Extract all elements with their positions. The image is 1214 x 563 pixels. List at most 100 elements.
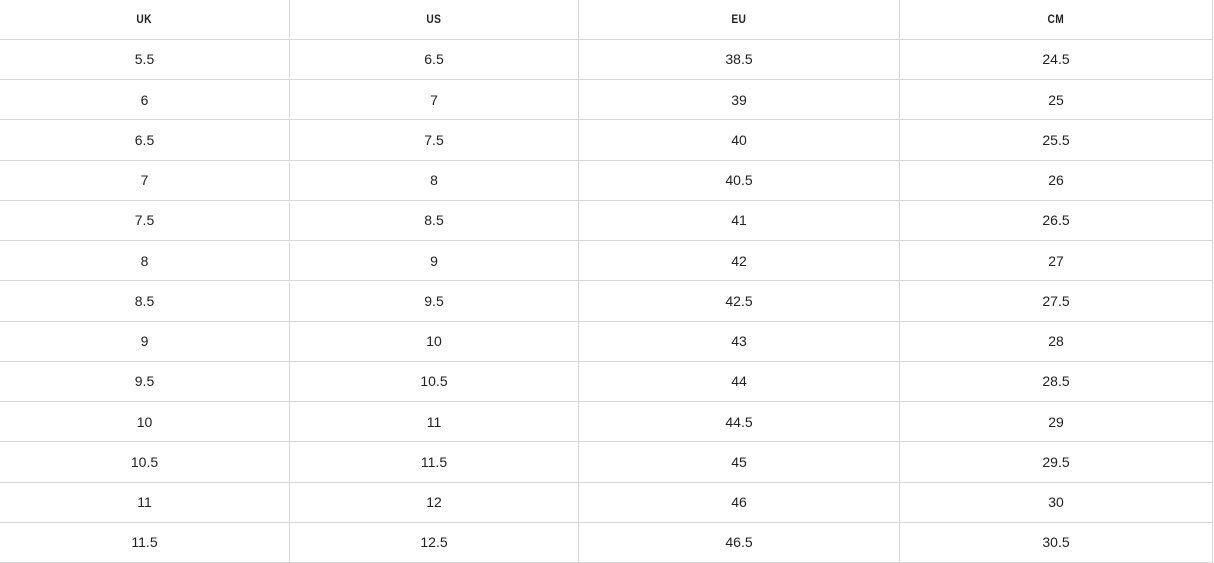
table-cell: 38.5 <box>579 39 900 80</box>
table-cell: 44 <box>579 361 900 402</box>
table-cell: 6.5 <box>290 39 579 80</box>
table-cell-text: 38.5 <box>725 51 753 68</box>
table-cell: 11.5 <box>0 522 290 563</box>
table-cell: 44.5 <box>579 402 900 443</box>
table-cell-text: 40.5 <box>725 172 753 189</box>
table-cell: 5.5 <box>0 39 290 80</box>
table-cell-text: 44.5 <box>725 413 753 430</box>
table-cell: 27.5 <box>900 281 1213 322</box>
table-cell-text: 28.5 <box>1042 373 1070 390</box>
table-cell-text: 41 <box>731 212 747 229</box>
table-cell-text: 44 <box>731 373 747 390</box>
table-cell: 9 <box>290 241 579 282</box>
table-cell-text: 5.5 <box>134 51 155 68</box>
table-cell: 7 <box>0 160 290 201</box>
table-cell: 41 <box>579 200 900 241</box>
table-cell: 11.5 <box>290 442 579 483</box>
table-cell: 8 <box>290 160 579 201</box>
table-cell-text: 46 <box>731 494 747 511</box>
table-cell: 42.5 <box>579 281 900 322</box>
table-cell-text: 26.5 <box>1042 212 1070 229</box>
table-cell: 27 <box>900 241 1213 282</box>
table-cell-text: 29 <box>1048 413 1064 430</box>
table-cell: 28 <box>900 321 1213 362</box>
header-cell-text: UK <box>136 12 153 27</box>
header-cell: UK <box>0 0 290 40</box>
table-cell-text: 6.5 <box>424 51 444 68</box>
table-cell-text: 12.5 <box>420 534 448 551</box>
table-cell-text: 11.5 <box>131 534 158 551</box>
table-cell-text: 11 <box>426 413 442 430</box>
table-cell: 42 <box>579 241 900 282</box>
table-cell: 9.5 <box>0 361 290 402</box>
table-cell: 30 <box>900 482 1213 523</box>
table-cell-text: 27 <box>1048 252 1064 269</box>
table-cell: 40 <box>579 120 900 161</box>
table-cell-text: 9 <box>140 333 149 350</box>
table-cell-text: 28 <box>1048 333 1064 350</box>
table-cell-text: 10 <box>426 333 442 350</box>
header-cell: EU <box>579 0 900 40</box>
table-cell: 7 <box>290 80 579 121</box>
table-cell: 24.5 <box>900 39 1213 80</box>
header-cell: CM <box>900 0 1213 40</box>
table-cell-text: 8.5 <box>134 292 155 309</box>
table-cell: 40.5 <box>579 160 900 201</box>
table-cell: 43 <box>579 321 900 362</box>
table-cell: 9.5 <box>290 281 579 322</box>
table-cell-text: 9.5 <box>134 373 155 390</box>
table-cell-text: 25 <box>1048 91 1064 108</box>
table-cell-text: 10.5 <box>420 373 448 390</box>
table-cell: 10 <box>0 402 290 443</box>
table-cell: 6.5 <box>0 120 290 161</box>
table-cell: 46.5 <box>579 522 900 563</box>
table-cell: 7.5 <box>290 120 579 161</box>
table-cell-text: 8 <box>430 172 438 189</box>
table-cell-text: 12 <box>426 494 442 511</box>
table-cell: 25.5 <box>900 120 1213 161</box>
table-cell: 7.5 <box>0 200 290 241</box>
table-cell-text: 24.5 <box>1042 51 1070 68</box>
table-cell: 8 <box>0 241 290 282</box>
table-cell: 12 <box>290 482 579 523</box>
table-cell-text: 42.5 <box>725 292 753 309</box>
table-cell-text: 6.5 <box>134 131 155 148</box>
table-cell-text: 11.5 <box>420 453 448 470</box>
table-cell: 28.5 <box>900 361 1213 402</box>
table-cell: 10 <box>290 321 579 362</box>
table-cell-text: 30 <box>1048 494 1064 511</box>
table-cell: 10.5 <box>0 442 290 483</box>
table-cell: 39 <box>579 80 900 121</box>
table-cell: 26.5 <box>900 200 1213 241</box>
table-cell-text: 43 <box>731 333 747 350</box>
table-cell-text: 7 <box>430 91 438 108</box>
table-cell: 45 <box>579 442 900 483</box>
table-cell: 8.5 <box>290 200 579 241</box>
table-cell: 10.5 <box>290 361 579 402</box>
table-cell: 29.5 <box>900 442 1213 483</box>
table-cell-text: 11 <box>137 494 152 511</box>
table-cell-text: 7 <box>140 172 149 189</box>
table-cell: 26 <box>900 160 1213 201</box>
table-cell-text: 8 <box>140 252 149 269</box>
table-cell-text: 10.5 <box>130 453 159 470</box>
table-cell: 11 <box>290 402 579 443</box>
table-cell-text: 7.5 <box>134 212 155 229</box>
table-cell: 46 <box>579 482 900 523</box>
table-cell-text: 39 <box>731 91 747 108</box>
table-cell-text: 6 <box>140 91 149 108</box>
table-cell-text: 26 <box>1048 172 1064 189</box>
header-cell-text: US <box>426 12 442 27</box>
table-cell-text: 27.5 <box>1042 292 1070 309</box>
table-cell-text: 8.5 <box>424 212 444 229</box>
table-cell: 6 <box>0 80 290 121</box>
table-cell-text: 42 <box>731 252 747 269</box>
table-cell-text: 45 <box>731 453 747 470</box>
header-cell: US <box>290 0 579 40</box>
table-cell: 30.5 <box>900 522 1213 563</box>
table-cell-text: 29.5 <box>1042 453 1070 470</box>
table-cell-text: 7.5 <box>424 131 444 148</box>
table-cell-text: 10 <box>136 413 153 430</box>
table-cell: 11 <box>0 482 290 523</box>
